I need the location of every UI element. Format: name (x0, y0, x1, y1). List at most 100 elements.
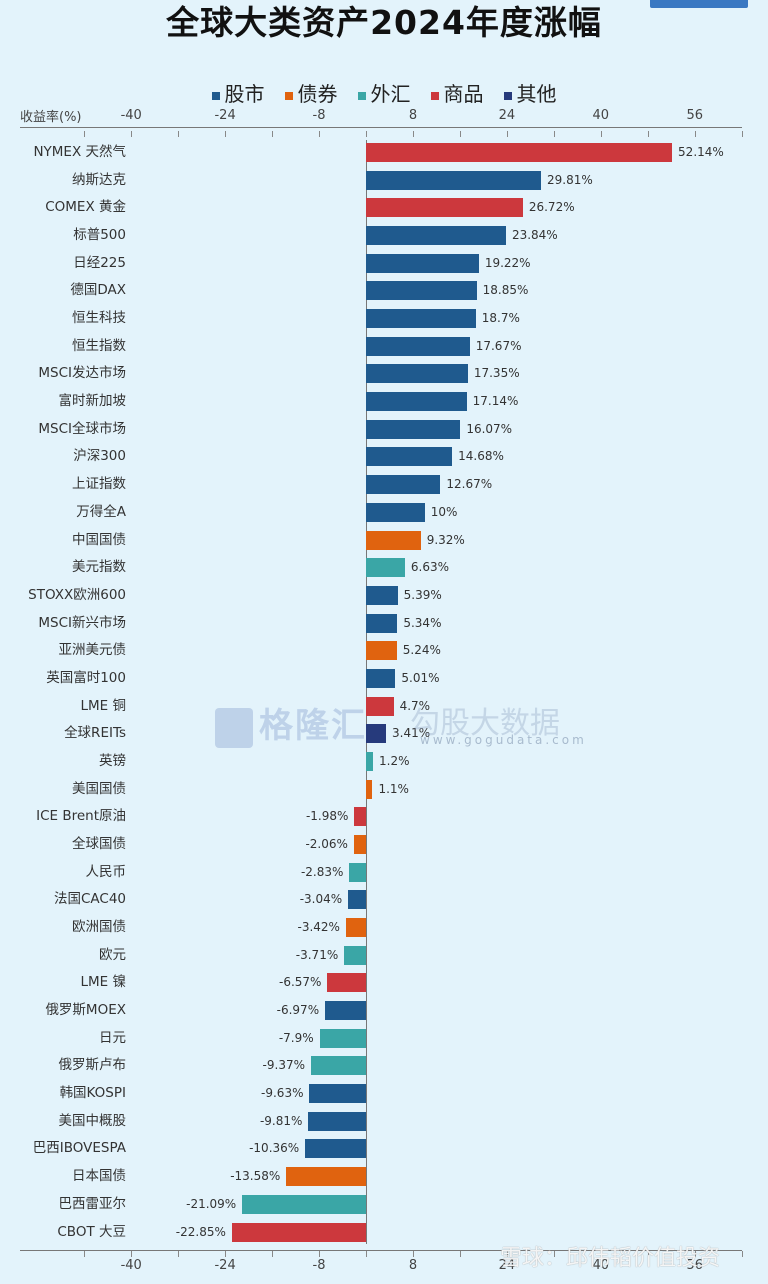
bar (308, 1111, 366, 1131)
bar (366, 419, 461, 439)
category-label: 人民币 (85, 863, 127, 880)
bar-row: CBOT 大豆 -22.85% (0, 1219, 768, 1246)
legend-item: 债券 (284, 80, 338, 108)
bar-row: 全球REITs 3.41% (0, 720, 768, 747)
bar-row: COMEX 黄金 26.72% (0, 194, 768, 221)
value-label: -13.58% (230, 1169, 281, 1184)
axis-tick (84, 131, 86, 137)
category-label: NYMEX 天然气 (33, 144, 126, 160)
value-label: 19.22% (484, 255, 531, 270)
category-label: 恒生指数 (72, 337, 126, 354)
value-label: 18.85% (482, 283, 529, 298)
axis-tick (178, 131, 180, 137)
bar (366, 724, 387, 744)
value-label: 6.63% (410, 560, 450, 575)
brand-badge (650, 0, 748, 8)
axis-tick-label: -24 (214, 1258, 236, 1273)
axis-tick (272, 1251, 274, 1257)
value-label: 5.24% (402, 643, 441, 658)
bar-row: 美元指数 6.63% (0, 554, 768, 581)
legend-swatch-icon (430, 91, 439, 100)
bar (319, 1028, 366, 1048)
axis-tick (225, 1251, 227, 1257)
value-label: -2.83% (300, 864, 344, 879)
value-label: -3.42% (297, 920, 340, 935)
bar-row: 欧洲国债 -3.42% (0, 914, 768, 941)
category-label: 法国CAC40 (53, 891, 126, 908)
bar (366, 779, 373, 799)
legend-label: 其他 (516, 82, 557, 106)
value-label: -9.37% (262, 1058, 305, 1073)
value-label: 1.1% (378, 781, 409, 796)
watermark-gelonghui: 格隆汇 (215, 698, 367, 748)
axis-tick (741, 131, 743, 137)
bar-row: 人民币 -2.83% (0, 859, 768, 886)
value-label: -3.71% (295, 947, 339, 962)
bar-row: 美国中概股 -9.81% (0, 1108, 768, 1135)
value-label: -9.63% (261, 1086, 304, 1101)
bar-row: STOXX欧洲600 5.39% (0, 582, 768, 609)
category-label: MSCI新兴市场 (38, 614, 126, 631)
bar-row: 标普500 23.84% (0, 222, 768, 249)
category-label: 日元 (99, 1029, 126, 1046)
category-label: STOXX欧洲600 (28, 586, 126, 603)
category-label: 上证指数 (72, 476, 126, 493)
bar (366, 364, 468, 384)
value-label: 23.84% (511, 228, 558, 243)
category-label: LME 镍 (80, 974, 127, 991)
axis-tick-label: 40 (592, 1258, 610, 1273)
value-label: 5.39% (403, 587, 442, 602)
category-label: CBOT 大豆 (57, 1223, 126, 1240)
axis-tick (694, 1251, 696, 1257)
category-label: 巴西IBOVESPA (32, 1140, 126, 1157)
axis-tick (225, 131, 227, 137)
bar-row: 欧元 -3.71% (0, 942, 768, 969)
category-label: MSCI发达市场 (38, 365, 126, 382)
bar (366, 696, 394, 716)
axis-tick-label: -8 (312, 1258, 326, 1273)
value-label: -10.36% (249, 1141, 300, 1156)
legend-item: 股市 (211, 80, 265, 108)
bar-row: MSCI全球市场 16.07% (0, 416, 768, 443)
value-label: 52.14% (678, 145, 724, 159)
bar-row: 富时新加坡 17.14% (0, 388, 768, 415)
bottom-axis-line (20, 1250, 742, 1251)
legend-item: 其他 (503, 80, 557, 108)
value-label: 3.41% (392, 726, 431, 741)
axis-tick-label: -40 (120, 108, 142, 123)
bar (353, 835, 366, 854)
axis-tick (412, 1251, 414, 1257)
value-label: 5.01% (401, 670, 440, 685)
bar (366, 143, 673, 162)
bar-row: 韩国KOSPI -9.63% (0, 1080, 768, 1107)
category-label: 恒生科技 (72, 310, 126, 327)
value-label: -22.85% (175, 1224, 226, 1239)
value-label: 26.72% (528, 200, 575, 215)
category-label: ICE Brent原油 (36, 808, 126, 825)
axis-tick (506, 1251, 508, 1257)
bar-row: 中国国债 9.32% (0, 527, 768, 554)
bar (366, 281, 477, 301)
bar (354, 807, 366, 827)
axis-tick-label: 40 (592, 108, 610, 123)
bar (366, 641, 397, 661)
category-label: 全球REITs (64, 725, 126, 742)
value-label: 29.81% (546, 172, 593, 187)
category-label: 欧元 (99, 946, 126, 963)
chart-title: 全球大类资产2024年度涨幅 (166, 3, 602, 42)
axis-tick-label: 56 (686, 108, 703, 123)
bar (286, 1167, 366, 1187)
value-label: 18.7% (481, 311, 520, 326)
bar (305, 1139, 366, 1159)
bar-row: MSCI发达市场 17.35% (0, 360, 768, 387)
axis-tick (412, 131, 414, 137)
bar-row: 德国DAX 18.85% (0, 277, 768, 304)
legend-swatch-icon (211, 91, 220, 100)
legend-label: 债券 (297, 82, 338, 106)
bar (366, 253, 479, 273)
watermark-url: www.gogudata.com (420, 733, 587, 747)
category-label: 中国国债 (72, 531, 126, 548)
bar (366, 170, 541, 190)
zero-line (366, 140, 367, 1244)
bar-row: 俄罗斯MOEX -6.97% (0, 997, 768, 1024)
